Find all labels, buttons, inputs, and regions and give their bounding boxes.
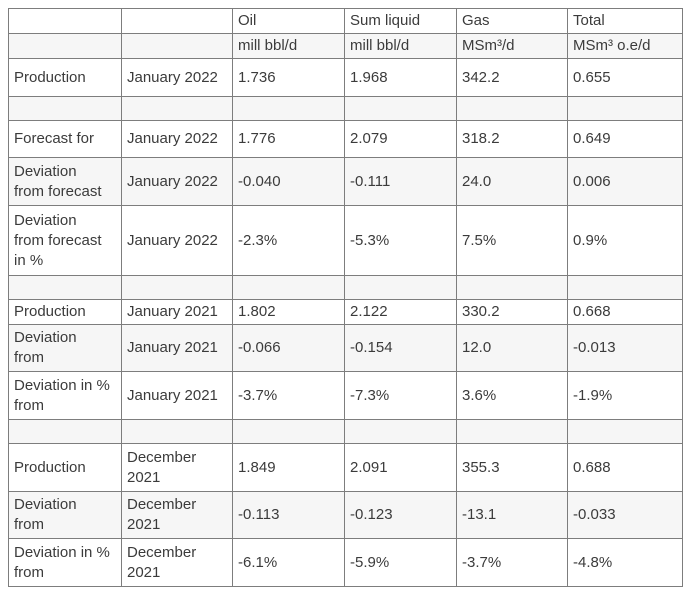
row-period: January 2021	[121, 371, 233, 421]
row-label: Forecast for	[8, 120, 122, 159]
unit-empty-label-cell	[8, 33, 122, 60]
row-period: January 2022	[121, 58, 233, 98]
production-figures-table: Oil Sum liquid Gas Total mill bbl/d mill…	[8, 7, 683, 588]
value-total: -1.9%	[567, 371, 683, 421]
column-unit-gas: MSm³/d	[456, 33, 568, 60]
value-oil: -0.066	[232, 324, 345, 373]
spacer-row	[8, 275, 683, 301]
row-label: Deviation from	[8, 491, 122, 540]
column-header-gas: Gas	[456, 7, 568, 35]
value-gas: 355.3	[456, 443, 568, 493]
value-total: -0.013	[567, 324, 683, 373]
row-label: Production	[8, 299, 122, 326]
row-label: Deviation from forecast in %	[8, 205, 122, 277]
value-sum-liquid: 2.091	[344, 443, 457, 493]
value-sum-liquid: 2.122	[344, 299, 457, 326]
value-total: 0.688	[567, 443, 683, 493]
row-label: Deviation from forecast	[8, 157, 122, 207]
column-header-oil: Oil	[232, 7, 345, 35]
value-gas: 7.5%	[456, 205, 568, 277]
value-oil: 1.736	[232, 58, 345, 98]
column-unit-sum-liquid: mill bbl/d	[344, 33, 457, 60]
row-label: Deviation in % from	[8, 371, 122, 421]
table-row: Production December 2021 1.849 2.091 355…	[8, 443, 683, 493]
header-row: Oil Sum liquid Gas Total	[8, 7, 683, 35]
value-total: 0.006	[567, 157, 683, 207]
value-sum-liquid: -0.154	[344, 324, 457, 373]
value-sum-liquid: -0.123	[344, 491, 457, 540]
row-period: December 2021	[121, 538, 233, 588]
value-gas: 24.0	[456, 157, 568, 207]
row-label: Production	[8, 58, 122, 98]
spacer-row	[8, 419, 683, 445]
value-oil: 1.849	[232, 443, 345, 493]
value-oil: -6.1%	[232, 538, 345, 588]
value-sum-liquid: -5.3%	[344, 205, 457, 277]
column-unit-total: MSm³ o.e/d	[567, 33, 683, 60]
column-unit-oil: mill bbl/d	[232, 33, 345, 60]
table-row: Production January 2021 1.802 2.122 330.…	[8, 299, 683, 326]
value-sum-liquid: -7.3%	[344, 371, 457, 421]
table-row: Deviation in % from December 2021 -6.1% …	[8, 538, 683, 588]
value-gas: -13.1	[456, 491, 568, 540]
table-row: Forecast for January 2022 1.776 2.079 31…	[8, 120, 683, 159]
row-label: Deviation from	[8, 324, 122, 373]
row-period: January 2021	[121, 299, 233, 326]
value-gas: 3.6%	[456, 371, 568, 421]
value-gas: 342.2	[456, 58, 568, 98]
row-period: December 2021	[121, 443, 233, 493]
value-sum-liquid: 2.079	[344, 120, 457, 159]
row-period: December 2021	[121, 491, 233, 540]
table-row: Production January 2022 1.736 1.968 342.…	[8, 58, 683, 98]
table-row: Deviation from December 2021 -0.113 -0.1…	[8, 491, 683, 540]
value-oil: -0.040	[232, 157, 345, 207]
row-label: Deviation in % from	[8, 538, 122, 588]
table-row: Deviation from forecast in % January 202…	[8, 205, 683, 277]
table-row: Deviation from forecast January 2022 -0.…	[8, 157, 683, 207]
header-empty-period-cell	[121, 7, 233, 35]
value-total: 0.668	[567, 299, 683, 326]
value-total: 0.655	[567, 58, 683, 98]
value-oil: -0.113	[232, 491, 345, 540]
value-gas: 330.2	[456, 299, 568, 326]
row-period: January 2022	[121, 120, 233, 159]
value-gas: 318.2	[456, 120, 568, 159]
value-sum-liquid: 1.968	[344, 58, 457, 98]
row-period: January 2022	[121, 157, 233, 207]
table-row: Deviation in % from January 2021 -3.7% -…	[8, 371, 683, 421]
value-total: -4.8%	[567, 538, 683, 588]
value-gas: 12.0	[456, 324, 568, 373]
table-row: Deviation from January 2021 -0.066 -0.15…	[8, 324, 683, 373]
value-gas: -3.7%	[456, 538, 568, 588]
value-sum-liquid: -5.9%	[344, 538, 457, 588]
column-header-sum-liquid: Sum liquid	[344, 7, 457, 35]
value-total: 0.9%	[567, 205, 683, 277]
value-oil: -3.7%	[232, 371, 345, 421]
units-row: mill bbl/d mill bbl/d MSm³/d MSm³ o.e/d	[8, 33, 683, 60]
value-oil: 1.802	[232, 299, 345, 326]
value-oil: -2.3%	[232, 205, 345, 277]
header-empty-label-cell	[8, 7, 122, 35]
row-period: January 2022	[121, 205, 233, 277]
value-total: -0.033	[567, 491, 683, 540]
column-header-total: Total	[567, 7, 683, 35]
row-label: Production	[8, 443, 122, 493]
unit-empty-period-cell	[121, 33, 233, 60]
value-sum-liquid: -0.111	[344, 157, 457, 207]
value-oil: 1.776	[232, 120, 345, 159]
row-period: January 2021	[121, 324, 233, 373]
value-total: 0.649	[567, 120, 683, 159]
spacer-row	[8, 96, 683, 122]
